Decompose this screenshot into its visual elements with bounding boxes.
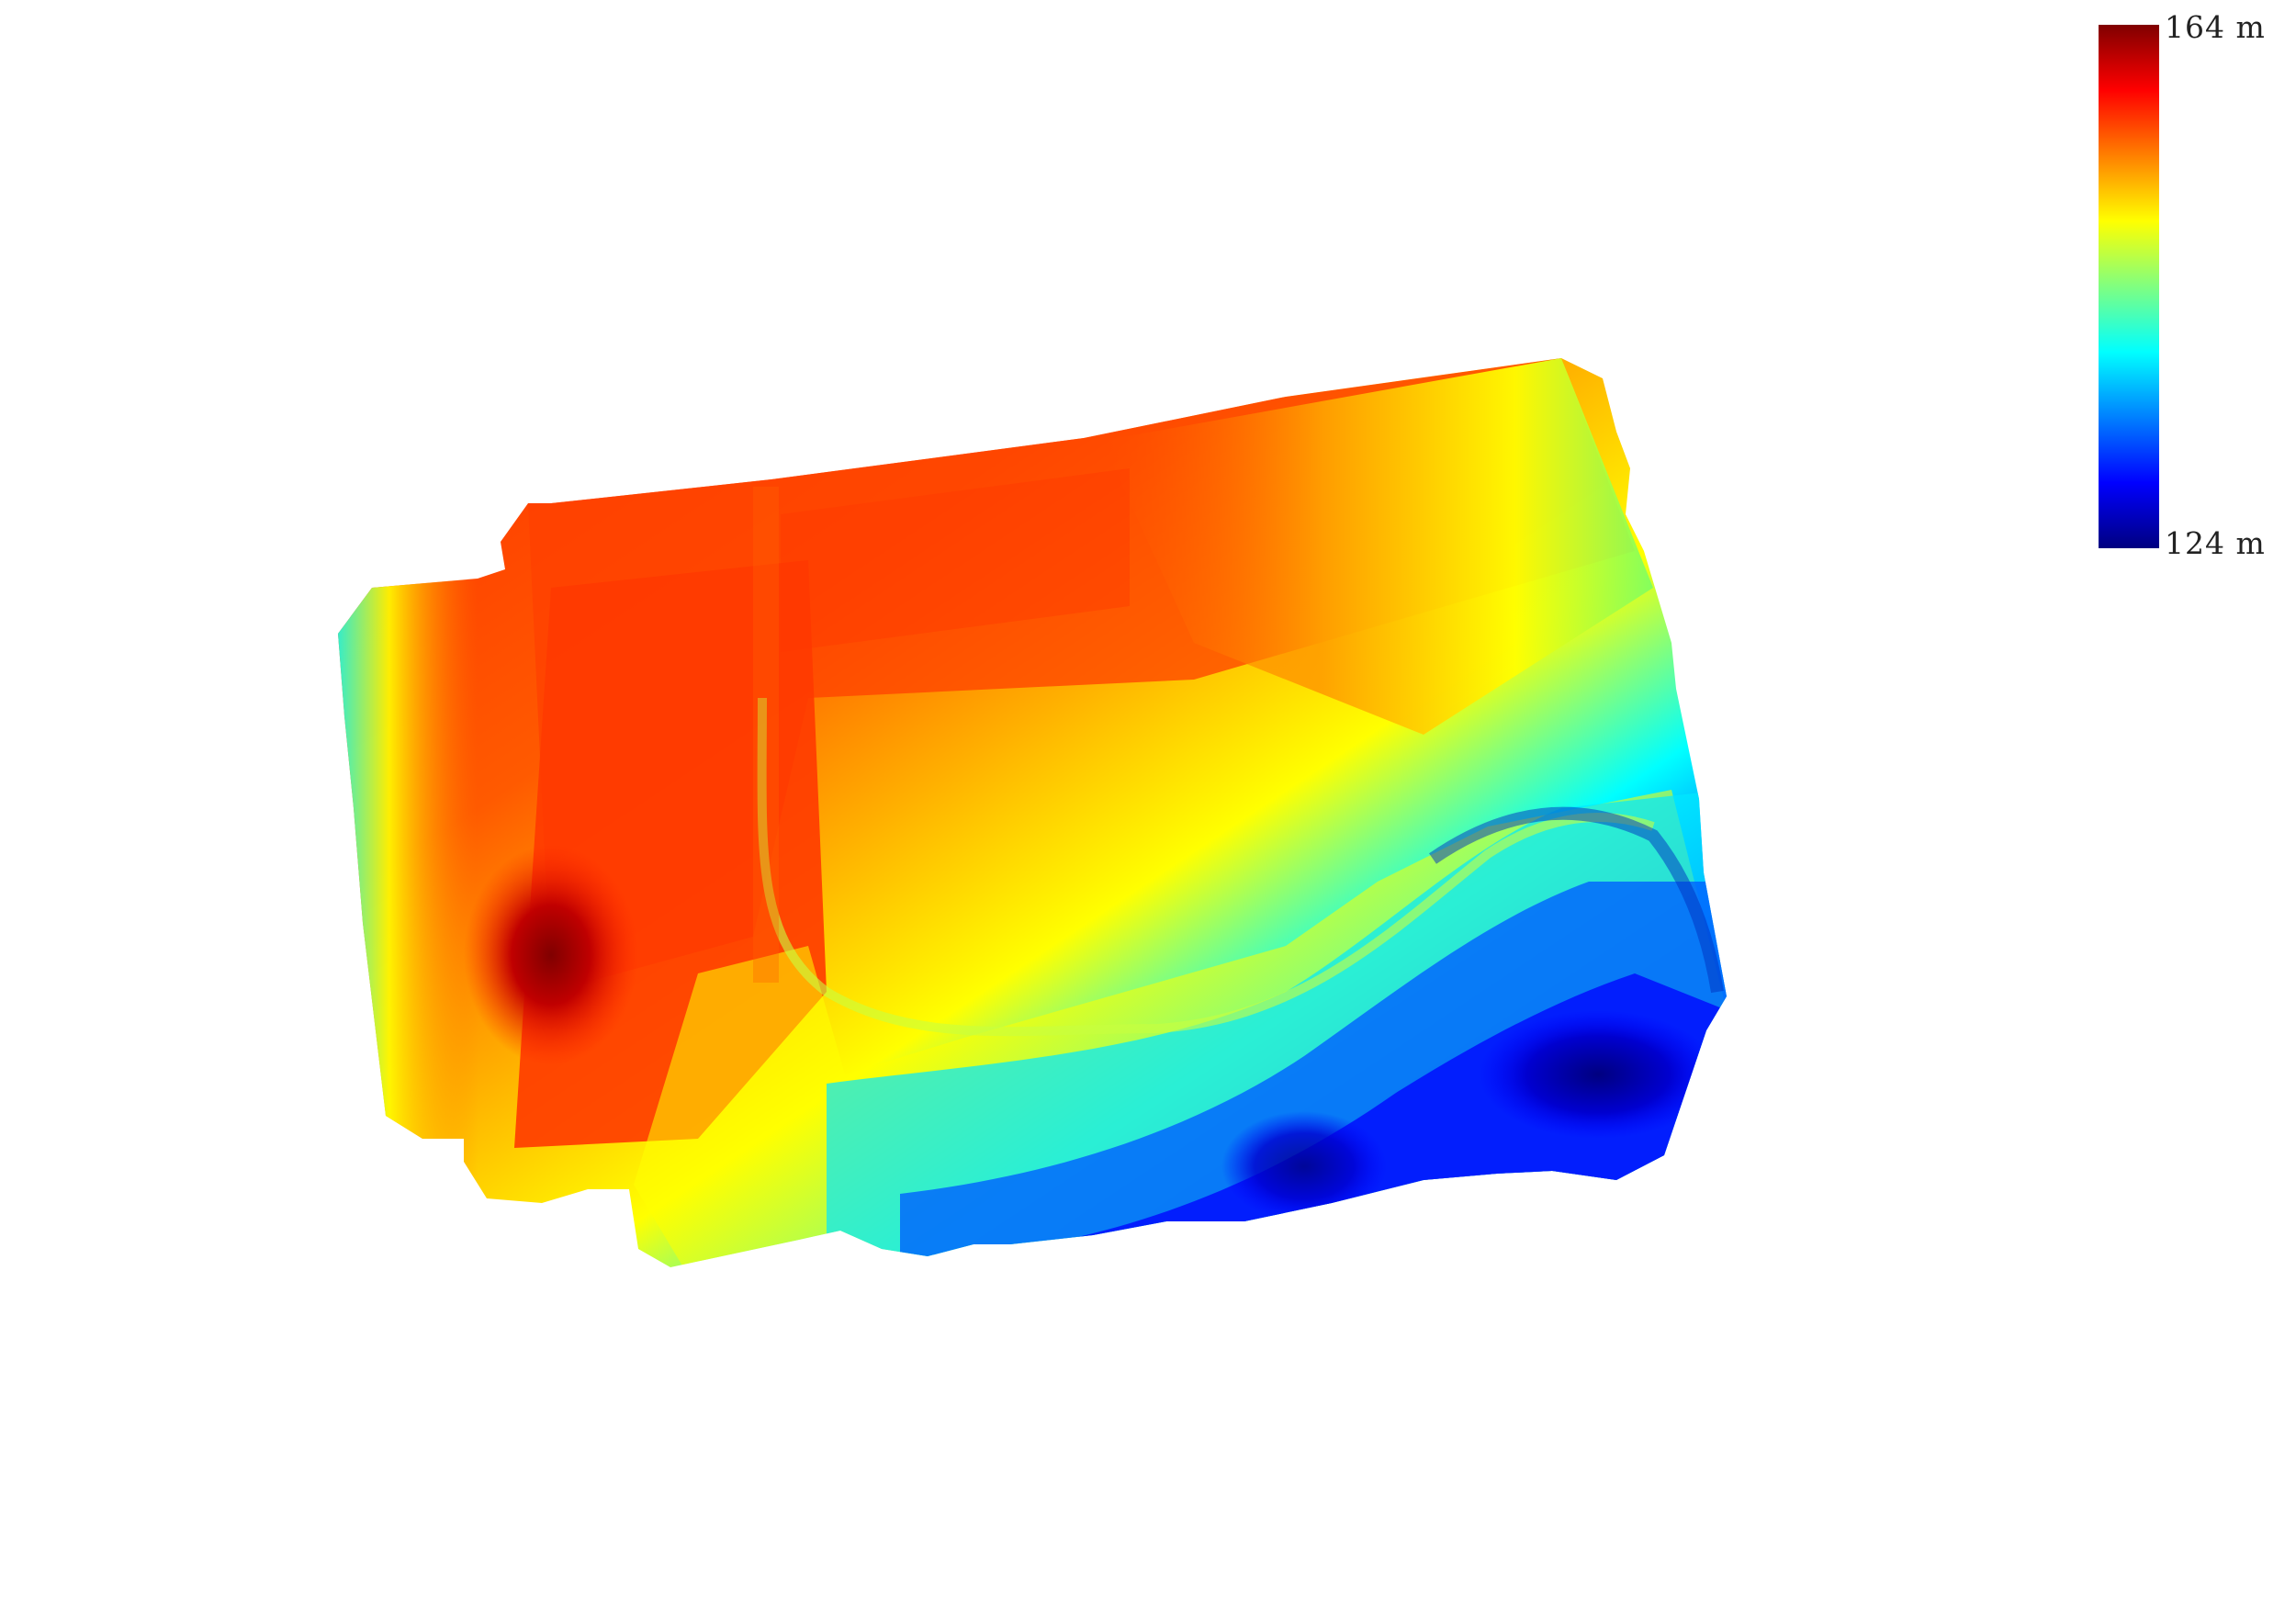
legend-max-label: 164 m [2165,9,2266,45]
color-scale-bar [2099,25,2159,548]
elevation-legend: 164 m 124 m [2099,12,2296,561]
legend-min-label: 124 m [2165,525,2266,561]
road-trace [757,697,1655,1037]
channel-trace [1429,806,1724,994]
